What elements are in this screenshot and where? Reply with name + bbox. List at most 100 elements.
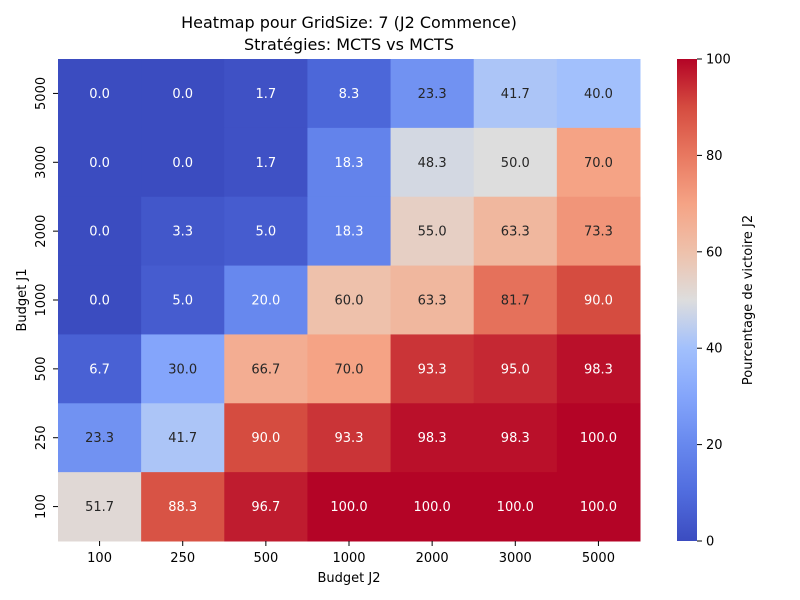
heatmap-cell	[307, 403, 392, 473]
cell-value-label: 95.0	[501, 362, 530, 377]
heatmap-cell	[473, 472, 558, 542]
x-tick-label: 100	[87, 551, 112, 566]
y-tick-label: 500	[34, 356, 49, 381]
cell-value-label: 100.0	[497, 500, 534, 515]
heatmap-cell	[556, 196, 641, 267]
heatmap-cell	[473, 334, 558, 404]
heatmap-cell	[473, 196, 558, 267]
heatmap-cell	[224, 196, 308, 267]
cell-value-label: 8.3	[339, 87, 360, 102]
heatmap-cell	[390, 334, 475, 404]
heatmap-cell	[307, 127, 392, 198]
cell-value-label: 88.3	[168, 500, 197, 515]
heatmap-cell	[58, 265, 142, 335]
cell-value-label: 0.0	[89, 87, 110, 102]
x-tick-label: 250	[170, 551, 195, 566]
cell-value-label: 63.3	[418, 294, 447, 309]
heatmap-cell	[390, 265, 475, 335]
chart-subtitle: Stratégies: MCTS vs MCTS	[244, 35, 454, 54]
cell-value-label: 55.0	[418, 225, 447, 240]
heatmap-cell	[390, 472, 475, 542]
cell-value-label: 98.3	[418, 431, 447, 446]
cell-value-label: 20.0	[251, 294, 280, 309]
heatmap-cell	[58, 196, 142, 267]
chart-title: Heatmap pour GridSize: 7 (J2 Commence)	[181, 13, 517, 32]
x-axis-ticks: 100 250 500 1000 2000 3000 5000	[87, 541, 615, 566]
colorbar-tick-label: 80	[706, 149, 723, 164]
heatmap-cell	[307, 196, 392, 267]
heatmap-cell	[390, 59, 475, 129]
heatmap-cell	[58, 403, 142, 473]
cell-value-label: 90.0	[251, 431, 280, 446]
heatmap-cell	[556, 59, 641, 129]
heatmap-cell	[141, 403, 225, 473]
y-tick-label: 5000	[34, 77, 49, 110]
cell-value-label: 5.0	[172, 294, 193, 309]
cell-value-label: 41.7	[168, 431, 197, 446]
cell-value-label: 73.3	[584, 225, 613, 240]
x-tick-label: 5000	[582, 551, 615, 566]
cell-value-label: 100.0	[580, 500, 617, 515]
cell-value-label: 100.0	[580, 431, 617, 446]
cell-value-label: 51.7	[85, 500, 114, 515]
x-tick-label: 1000	[332, 551, 365, 566]
x-tick-label: 3000	[499, 551, 532, 566]
cell-value-label: 63.3	[501, 225, 530, 240]
cell-value-label: 98.3	[584, 362, 613, 377]
cell-value-label: 0.0	[172, 156, 193, 171]
x-tick-label: 500	[253, 551, 278, 566]
cell-value-label: 30.0	[168, 362, 197, 377]
cell-value-label: 98.3	[501, 431, 530, 446]
heatmap-cell	[473, 127, 558, 198]
heatmap-cell	[556, 403, 641, 473]
colorbar	[677, 59, 697, 541]
cell-value-label: 41.7	[501, 87, 530, 102]
heatmap-cell	[307, 334, 392, 404]
colorbar-tick-label: 40	[706, 342, 723, 357]
colorbar-tick-label: 20	[706, 438, 723, 453]
cell-value-label: 48.3	[418, 156, 447, 171]
heatmap-cell	[141, 334, 225, 404]
cell-value-label: 93.3	[335, 431, 364, 446]
y-tick-label: 2000	[34, 215, 49, 248]
cell-value-label: 100.0	[330, 500, 367, 515]
cell-value-label: 6.7	[89, 362, 110, 377]
cell-value-label: 23.3	[418, 87, 447, 102]
heatmap-cell	[141, 59, 225, 129]
cell-value-label: 18.3	[335, 225, 364, 240]
heatmap-cells: 0.0 0.0 1.7 8.3 23.3 41.7 40.0 0.0 0.0 1.7 18.3 48.…	[58, 59, 641, 542]
y-tick-label: 1000	[34, 283, 49, 316]
y-tick-label: 250	[34, 425, 49, 450]
cell-value-label: 0.0	[172, 87, 193, 102]
heatmap-cell	[58, 472, 142, 542]
cell-value-label: 0.0	[89, 294, 110, 309]
heatmap-cell	[307, 265, 392, 335]
cell-value-label: 93.3	[418, 362, 447, 377]
cell-value-label: 66.7	[251, 362, 280, 377]
colorbar-ticks: 0 20 40 60 80 100	[697, 53, 731, 550]
heatmap-cell	[473, 403, 558, 473]
cell-value-label: 1.7	[256, 87, 277, 102]
heatmap-cell	[224, 334, 308, 404]
cell-value-label: 0.0	[89, 156, 110, 171]
cell-value-label: 100.0	[414, 500, 451, 515]
heatmap-cell	[224, 472, 308, 542]
heatmap-cell	[58, 59, 142, 129]
y-tick-label: 3000	[34, 146, 49, 179]
heatmap-cell	[390, 127, 475, 198]
y-axis-ticks: 5000 3000 2000 1000 500 250 100	[34, 77, 58, 519]
heatmap-cell	[141, 127, 225, 198]
cell-value-label: 18.3	[335, 156, 364, 171]
y-axis-label: Budget J1	[15, 269, 30, 332]
y-tick-label: 100	[34, 494, 49, 519]
heatmap-cell	[141, 265, 225, 335]
cell-value-label: 60.0	[335, 294, 364, 309]
cell-value-label: 40.0	[584, 87, 613, 102]
cell-value-label: 0.0	[89, 225, 110, 240]
cell-value-label: 3.3	[172, 225, 193, 240]
heatmap-cell	[390, 196, 475, 267]
heatmap-cell	[307, 472, 392, 542]
cell-value-label: 70.0	[335, 362, 364, 377]
heatmap-cell	[58, 127, 142, 198]
